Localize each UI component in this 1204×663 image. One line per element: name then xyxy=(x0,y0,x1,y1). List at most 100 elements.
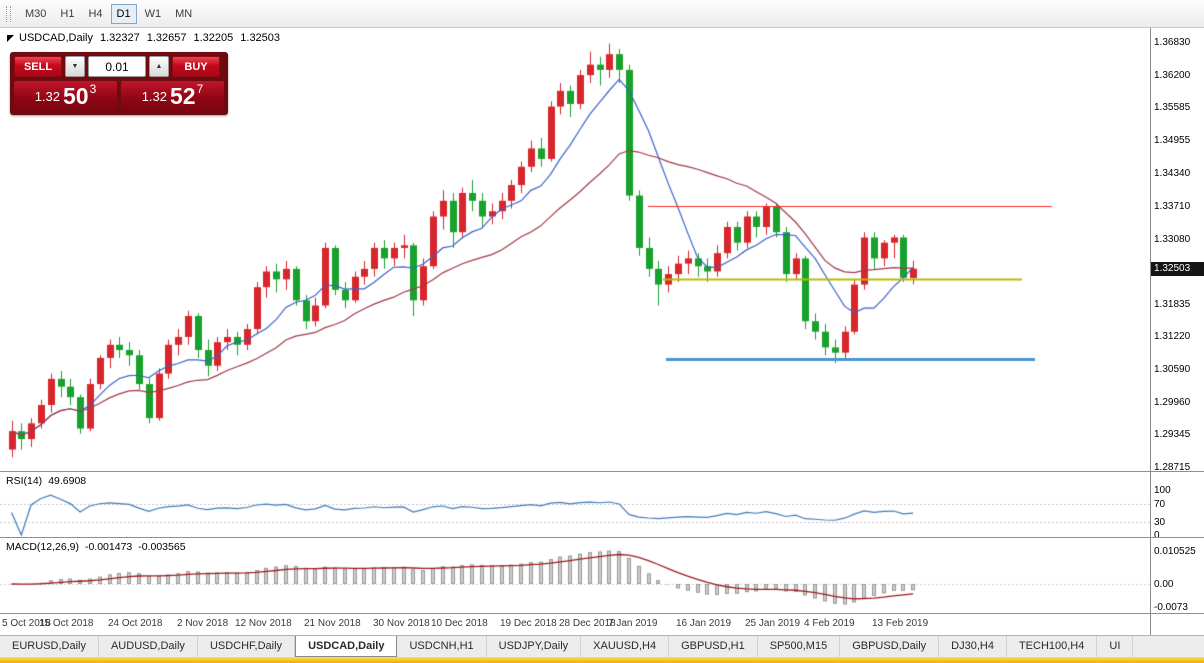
price-axis-tick: 1.31835 xyxy=(1154,298,1191,310)
price-axis-tick: 1.29960 xyxy=(1154,396,1191,408)
ohlc-open: 1.32327 xyxy=(99,32,140,44)
ask-price-prefix: 1.32 xyxy=(141,88,168,104)
price-axis[interactable]: 1.32503 1.36830 1.36200 1.35585 1.34955 1.34… xyxy=(1150,28,1204,474)
macd-label: MACD(12,26,9) -0.001473 -0.003565 xyxy=(6,541,186,553)
chart-tab-xauusd-h4[interactable]: XAUUSD,H4 xyxy=(581,636,670,657)
rsi-axis-tick: 70 xyxy=(1154,498,1166,510)
timeframe-toolbar: M30 H1 H4 D1 W1 MN xyxy=(0,0,1204,28)
timeframe-button-group: M30 H1 H4 D1 W1 MN xyxy=(18,3,199,24)
chart-tab-bar: EURUSD,Daily AUDUSD,Daily USDCHF,Daily USDC… xyxy=(0,635,1204,657)
price-axis-tick: 1.34955 xyxy=(1154,135,1191,147)
timeframe-button-h1[interactable]: H1 xyxy=(60,7,75,20)
price-axis-tick: 1.30590 xyxy=(1154,363,1191,375)
one-click-trading-panel: SELL ▼ ▲ BUY 1.32 50 3 1.32 52 7 xyxy=(10,52,228,115)
bid-price-display[interactable]: 1.32 50 3 xyxy=(14,81,117,111)
rsi-axis-tick: 100 xyxy=(1154,485,1171,496)
date-axis-label: 30 Nov 2018 xyxy=(373,618,430,629)
price-axis-tick: 1.29345 xyxy=(1154,429,1191,441)
timeframe-button-w1[interactable]: W1 xyxy=(144,7,162,20)
rsi-value: 49.6908 xyxy=(48,475,87,487)
sell-button[interactable]: SELL xyxy=(14,56,62,77)
chart-tab-usdcad-daily[interactable]: USDCAD,Daily xyxy=(295,636,398,657)
toolbar-grip-icon[interactable] xyxy=(6,5,11,22)
macd-axis-tick: 0.00 xyxy=(1154,579,1174,590)
date-axis-label: 24 Oct 2018 xyxy=(108,618,163,629)
time-axis[interactable]: 5 Oct 2018 15 Oct 2018 24 Oct 2018 2 Nov 20… xyxy=(0,613,1204,635)
price-axis-tick: 1.36200 xyxy=(1154,70,1191,82)
macd-panel: MACD(12,26,9) -0.001473 -0.003565 0.010525… xyxy=(0,537,1204,613)
date-axis-label: 25 Jan 2019 xyxy=(745,618,801,629)
timeframe-button-mn[interactable]: MN xyxy=(175,7,193,20)
rsi-label: RSI(14) 49.6908 xyxy=(6,475,86,487)
time-axis-corner xyxy=(1150,614,1204,635)
chart-symbol-period: USDCAD,Daily xyxy=(19,32,93,44)
macd-plot: MACD(12,26,9) -0.001473 -0.003565 xyxy=(0,538,1150,613)
date-axis-label: 28 Dec 2018 xyxy=(559,618,616,629)
date-axis-label: 7 Jan 2019 xyxy=(608,618,658,629)
macd-name: MACD(12,26,9) xyxy=(6,541,79,553)
date-axis-label: 21 Nov 2018 xyxy=(304,618,361,629)
timeframe-button-h4[interactable]: H4 xyxy=(88,7,103,20)
ask-price-display[interactable]: 1.32 52 7 xyxy=(121,81,224,111)
timeframe-button-d1[interactable]: D1 xyxy=(110,3,137,24)
chart-tab-usdcnh-h1[interactable]: USDCNH,H1 xyxy=(397,636,487,657)
chart-tab-gbpusd-h1[interactable]: GBPUSD,H1 xyxy=(669,636,758,657)
date-axis-label: 12 Nov 2018 xyxy=(235,618,292,629)
bid-price-big: 50 xyxy=(63,83,89,109)
price-axis-tick: 1.28715 xyxy=(1154,462,1191,474)
chart-tab-ui[interactable]: UI xyxy=(1097,636,1134,657)
time-axis-labels: 5 Oct 2018 15 Oct 2018 24 Oct 2018 2 Nov 20… xyxy=(0,614,1150,635)
chart-tab-sp500-m15[interactable]: SP500,M15 xyxy=(757,636,841,657)
macd-axis-tick: -0.0073 xyxy=(1154,601,1188,613)
date-axis-label: 13 Feb 2019 xyxy=(872,618,929,629)
macd-axis[interactable]: 0.010525 0.00 -0.0073 xyxy=(1150,538,1204,613)
main-chart-panel: USDCAD,Daily 1.32327 1.32657 1.32205 1.3… xyxy=(0,28,1204,474)
price-axis-tick: 1.31220 xyxy=(1154,330,1191,342)
macd-chart-canvas[interactable] xyxy=(0,538,1150,613)
price-axis-tick: 1.33080 xyxy=(1154,233,1191,245)
ask-price-big: 52 xyxy=(170,83,196,109)
volume-decrease-button[interactable]: ▼ xyxy=(65,56,85,77)
date-axis-label: 5 Oct 2018 xyxy=(2,618,51,629)
buy-button[interactable]: BUY xyxy=(172,56,220,77)
rsi-plot: RSI(14) 49.6908 xyxy=(0,472,1150,537)
bid-price-pip: 3 xyxy=(89,82,97,96)
macd-axis-tick: 0.010525 xyxy=(1154,545,1196,557)
rsi-axis[interactable]: 100 70 30 0 xyxy=(1150,472,1204,541)
chart-tab-gbpusd-daily[interactable]: GBPUSD,Daily xyxy=(840,636,940,657)
ohlc-high: 1.32657 xyxy=(146,32,187,44)
date-axis-label: 10 Dec 2018 xyxy=(431,618,488,629)
chevron-up-icon: ▲ xyxy=(155,63,163,70)
date-axis-label: 4 Feb 2019 xyxy=(804,618,855,629)
price-axis-tick: 1.33710 xyxy=(1154,200,1191,212)
date-axis-label: 16 Jan 2019 xyxy=(676,618,732,629)
chart-title: USDCAD,Daily 1.32327 1.32657 1.32205 1.3… xyxy=(7,32,280,44)
taskbar-edge-strip xyxy=(0,657,1204,663)
rsi-name: RSI(14) xyxy=(6,475,43,487)
price-axis-tick: 1.34340 xyxy=(1154,167,1191,179)
chart-tab-audusd-daily[interactable]: AUDUSD,Daily xyxy=(98,636,198,657)
current-price-badge: 1.32503 xyxy=(1151,261,1204,276)
ask-price-pip: 7 xyxy=(196,82,204,96)
macd-main-value: -0.001473 xyxy=(84,541,133,553)
rsi-chart-canvas[interactable] xyxy=(0,472,1150,537)
chart-tab-eurusd-daily[interactable]: EURUSD,Daily xyxy=(0,636,99,657)
timeframe-button-m30[interactable]: M30 xyxy=(25,7,47,20)
chart-tab-tech100-h4[interactable]: TECH100,H4 xyxy=(1006,636,1098,657)
ohlc-low: 1.32205 xyxy=(193,32,234,44)
volume-input[interactable] xyxy=(88,56,146,77)
chart-marker-icon xyxy=(7,34,14,42)
chart-tab-dj30-h4[interactable]: DJ30,H4 xyxy=(939,636,1007,657)
rsi-panel: RSI(14) 49.6908 100 70 30 0 xyxy=(0,471,1204,541)
date-axis-label: 19 Dec 2018 xyxy=(500,618,557,629)
price-axis-tick: 1.36830 xyxy=(1154,37,1191,49)
ohlc-close: 1.32503 xyxy=(240,32,281,44)
rsi-axis-tick: 30 xyxy=(1154,516,1166,528)
price-axis-tick: 1.35585 xyxy=(1154,102,1191,114)
chart-tab-usdchf-daily[interactable]: USDCHF,Daily xyxy=(197,636,296,657)
date-axis-label: 2 Nov 2018 xyxy=(177,618,229,629)
chart-tab-usdjpy-daily[interactable]: USDJPY,Daily xyxy=(486,636,582,657)
volume-increase-button[interactable]: ▲ xyxy=(149,56,169,77)
bid-price-prefix: 1.32 xyxy=(34,88,61,104)
date-axis-label: 15 Oct 2018 xyxy=(39,618,94,629)
